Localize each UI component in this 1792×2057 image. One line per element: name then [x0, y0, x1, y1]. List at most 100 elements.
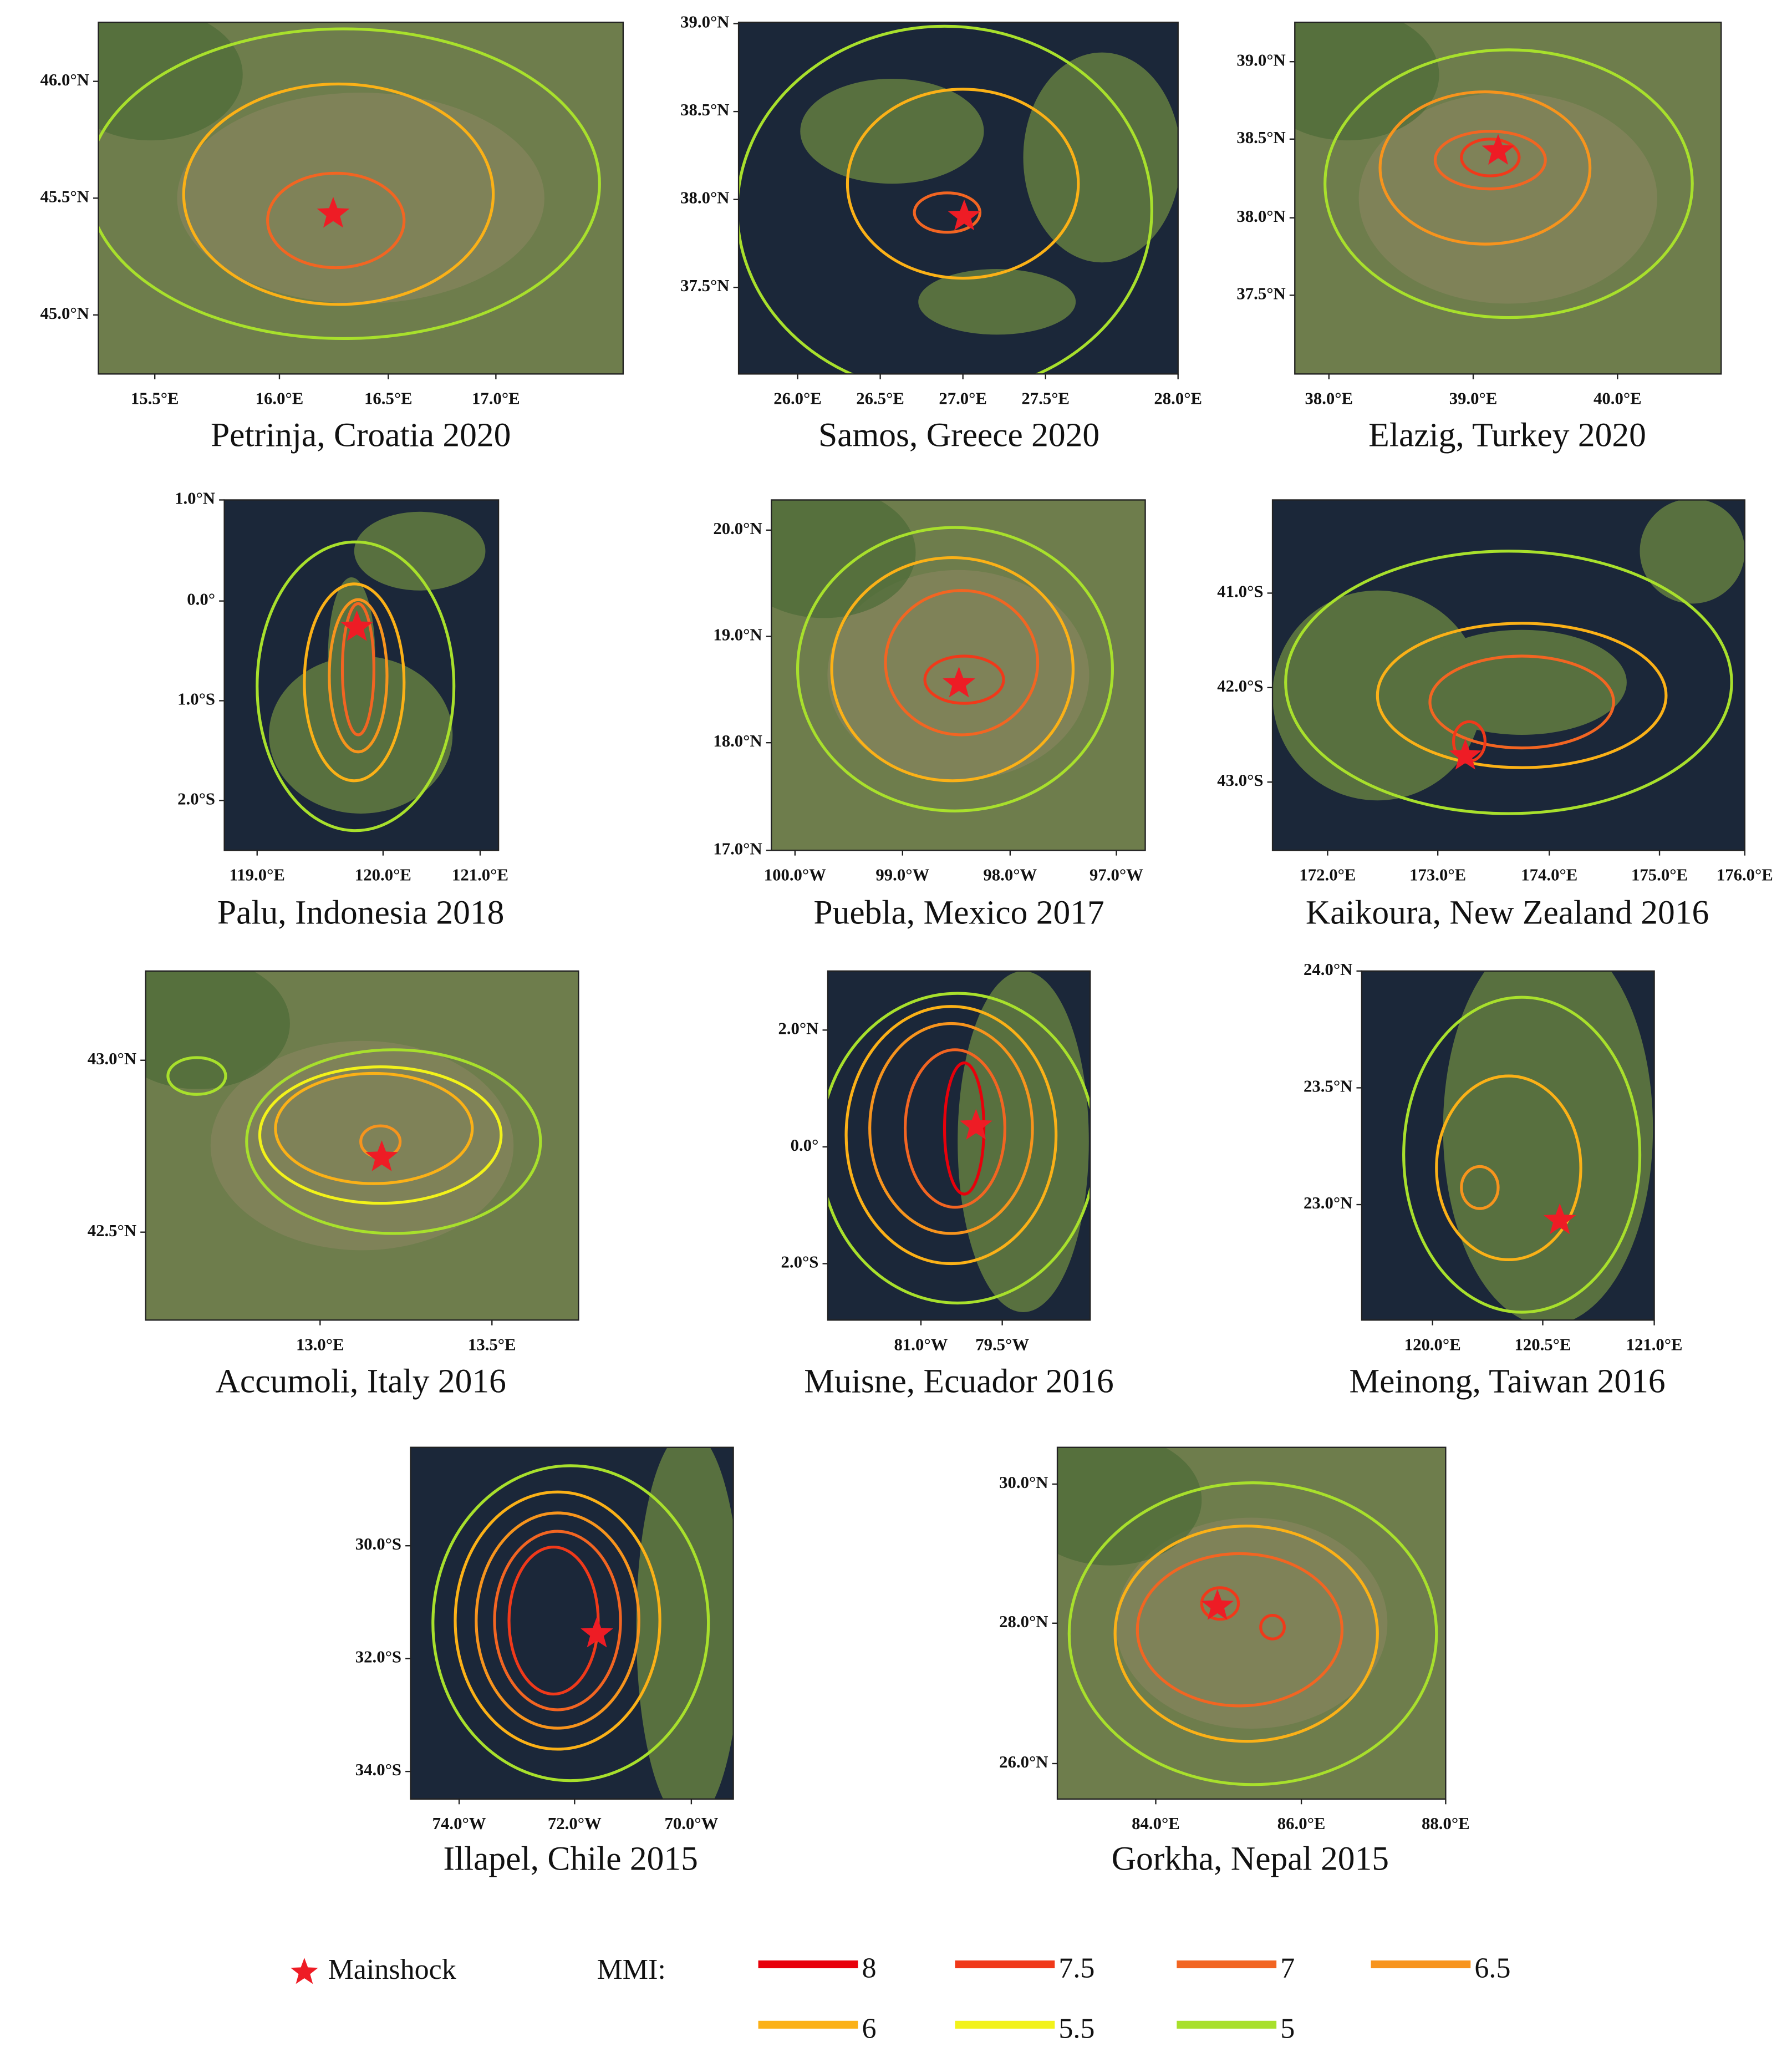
mmi-contour — [493, 1530, 622, 1711]
x-tick-label: 13.5°E — [468, 1335, 516, 1354]
x-tick-label: 38.0°E — [1305, 389, 1353, 408]
x-tick-label: 173.0°E — [1409, 866, 1466, 885]
terrain — [1057, 1447, 1202, 1566]
mmi-contour — [258, 1065, 503, 1205]
map-title: Illapel, Chile 2015 — [443, 1840, 698, 1878]
mmi-contour — [1067, 1481, 1438, 1786]
land — [1023, 52, 1178, 263]
mmi-contour — [1460, 1165, 1500, 1210]
mmi-contour — [266, 171, 406, 270]
map-panel — [827, 971, 1091, 1320]
mainshock-star — [340, 610, 373, 641]
x-tick-label: 174.0°E — [1521, 866, 1577, 885]
map-title: Puebla, Mexico 2017 — [813, 894, 1104, 932]
y-tick-label: 2.0°S — [781, 1253, 819, 1272]
x-tick-label: 17.0°E — [472, 389, 520, 408]
mainshock-star — [317, 196, 350, 228]
legend-label: Mainshock — [328, 1954, 457, 1985]
x-tick-label: 176.0°E — [1717, 866, 1773, 885]
map-title: Elazig, Turkey 2020 — [1368, 416, 1646, 454]
y-tick-label: 43.0°S — [1217, 771, 1263, 790]
y-tick-label: 38.0°N — [680, 189, 729, 207]
y-tick-label: 38.5°N — [1236, 128, 1285, 147]
y-tick-label: 28.0°N — [999, 1612, 1048, 1631]
y-tick-label: 20.0°N — [713, 519, 762, 538]
mmi-contour — [274, 1071, 474, 1185]
x-tick-label: 120.0°E — [1404, 1335, 1461, 1354]
x-tick-label: 121.0°E — [1626, 1335, 1683, 1354]
y-tick-label: 34.0°S — [355, 1760, 401, 1779]
x-tick-label: 16.5°E — [364, 389, 413, 408]
map-panel — [1057, 1447, 1446, 1799]
y-tick-label: 30.0°N — [999, 1473, 1048, 1492]
mmi-contour — [454, 1490, 661, 1751]
mmi-contour — [98, 27, 601, 340]
mmi-contour — [1433, 130, 1547, 191]
mmi-contour — [1259, 1613, 1286, 1640]
x-tick-label: 26.0°E — [773, 389, 822, 408]
map-frame — [223, 499, 500, 851]
mainshock-star — [948, 199, 981, 231]
legend-level: 6.5 — [1474, 1953, 1510, 1984]
mmi-contour — [830, 556, 1075, 783]
x-tick-label: 98.0°W — [983, 866, 1037, 885]
mainshock-star — [959, 1109, 992, 1140]
mmi-contour — [846, 88, 1080, 280]
x-tick-label: 172.0°E — [1299, 866, 1356, 885]
y-tick-label: 45.0°N — [40, 304, 89, 323]
terrain — [1358, 93, 1657, 304]
map-panel — [145, 971, 579, 1320]
map-title: Palu, Indonesia 2018 — [217, 894, 505, 932]
terrain — [145, 971, 290, 1089]
x-tick-label: 81.0°W — [894, 1335, 948, 1354]
map-panel — [410, 1447, 734, 1799]
map-frame — [771, 499, 1146, 851]
terrain — [1295, 22, 1439, 141]
mainshock-star — [1543, 1203, 1576, 1235]
mmi-contour — [923, 654, 1005, 705]
y-tick-label: 17.0°N — [713, 839, 762, 858]
mmi-contour — [340, 602, 375, 737]
mmi-contour — [796, 526, 1114, 812]
mmi-contour — [166, 1056, 227, 1096]
legend-level: 6 — [862, 2013, 876, 2045]
mmi-contour — [1136, 1552, 1344, 1708]
x-tick-label: 28.0°E — [1154, 389, 1202, 408]
map-title: Gorkha, Nepal 2015 — [1112, 1840, 1389, 1878]
x-tick-label: 100.0°W — [764, 866, 826, 885]
map-panel — [771, 500, 1146, 851]
mmi-contour — [475, 1511, 640, 1730]
map-title: Petrinja, Croatia 2020 — [211, 416, 511, 454]
legend-level: 7.5 — [1058, 1953, 1094, 1984]
y-tick-label: 0.0° — [791, 1136, 819, 1155]
mmi-contour — [328, 598, 389, 754]
mmi-contour — [182, 82, 495, 306]
legend-level: 5.5 — [1058, 2013, 1094, 2045]
land — [636, 1447, 734, 1799]
y-tick-label: 24.0°N — [1304, 960, 1352, 979]
legend-level: 7 — [1280, 1953, 1295, 1984]
land — [918, 269, 1076, 335]
land — [354, 511, 486, 591]
mmi-contour — [827, 992, 1091, 1304]
y-tick-label: 37.5°N — [680, 276, 729, 295]
terrain — [177, 93, 544, 304]
legend-level: 8 — [862, 1953, 876, 1984]
y-tick-label: 45.5°N — [40, 187, 89, 206]
land — [800, 78, 984, 184]
x-tick-label: 27.0°E — [939, 389, 987, 408]
x-tick-label: 70.0°W — [664, 1814, 718, 1833]
map-title: Accumoli, Italy 2016 — [215, 1362, 506, 1400]
mmi-contour — [884, 589, 1040, 737]
mmi-contour — [256, 540, 456, 832]
mainshock-star — [943, 666, 975, 698]
mmi-contour — [1402, 996, 1642, 1314]
y-tick-label: 38.5°N — [680, 100, 729, 119]
y-tick-label: 41.0°S — [1217, 582, 1263, 601]
map-frame — [827, 970, 1091, 1321]
x-tick-label: 79.5°W — [975, 1335, 1029, 1354]
x-tick-label: 120.5°E — [1514, 1335, 1571, 1354]
mmi-contour — [1460, 138, 1521, 177]
map-panel — [1272, 500, 1745, 851]
x-tick-label: 72.0°W — [548, 1814, 602, 1833]
